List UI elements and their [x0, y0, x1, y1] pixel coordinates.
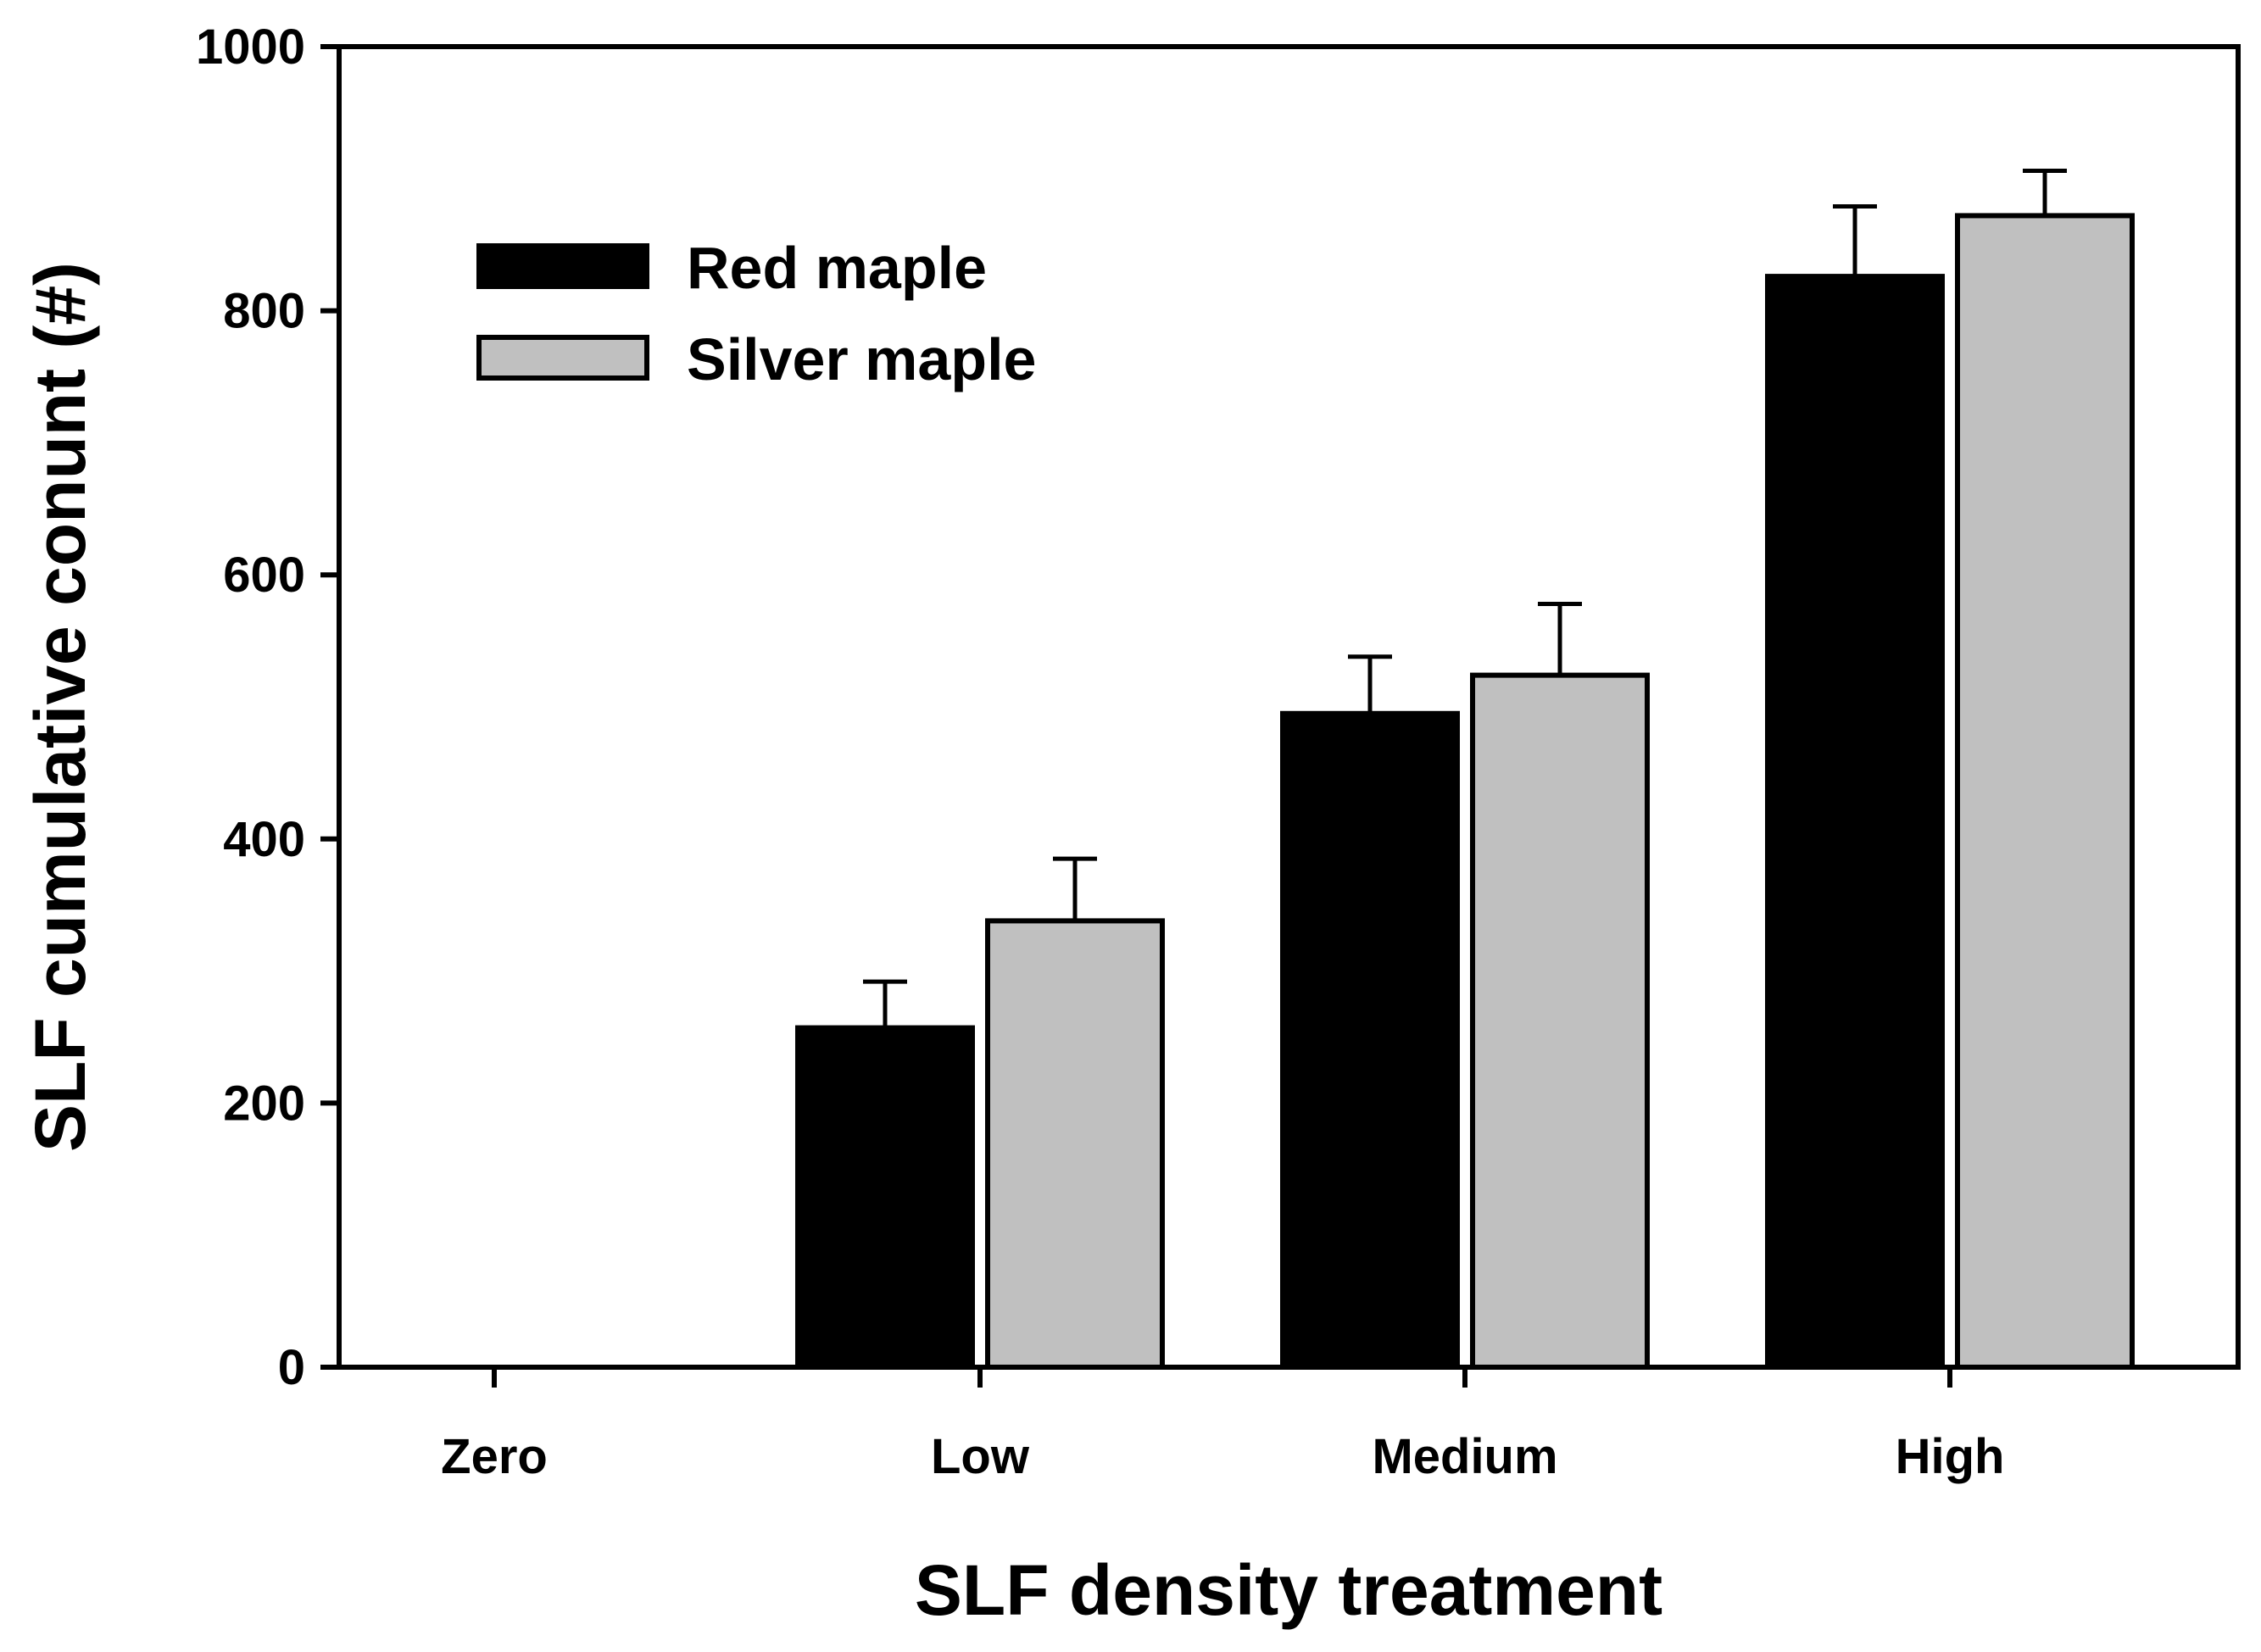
x-tick-label: Zero: [441, 1429, 548, 1484]
x-axis-title: SLF density treatment: [915, 1550, 1662, 1630]
legend-swatch-red-maple: [476, 243, 649, 289]
bars: [795, 168, 2135, 1371]
bar-silver-maple-high: [1955, 213, 2135, 1371]
y-axis: 0 200 400 600 800 1000: [196, 19, 339, 1395]
y-tick-label: 1000: [196, 19, 305, 75]
legend: Red maple Silver maple: [476, 235, 1036, 392]
y-tick-label: 800: [223, 284, 305, 339]
x-tick-label: High: [1896, 1429, 2005, 1484]
y-tick-label: 200: [223, 1076, 305, 1131]
bar-silver-maple-low: [985, 918, 1165, 1370]
x-tick-label: Medium: [1372, 1429, 1557, 1484]
bar-red-maple-high: [1765, 274, 1945, 1370]
y-axis-title: SLF cumulative conunt (#): [20, 262, 100, 1152]
y-tick-label: 400: [223, 812, 305, 867]
legend-swatch-silver-maple: [476, 335, 649, 381]
legend-label-red-maple: Red maple: [687, 235, 987, 301]
bar-red-maple-low: [795, 1025, 975, 1370]
y-tick-label: 600: [223, 548, 305, 603]
y-tick-label: 0: [278, 1340, 305, 1395]
legend-label-silver-maple: Silver maple: [687, 326, 1036, 392]
bar-red-maple-medium: [1280, 710, 1460, 1370]
bar-silver-maple-medium: [1470, 672, 1650, 1370]
x-axis: Zero Low Medium High: [441, 1367, 2004, 1484]
x-tick-label: Low: [931, 1429, 1030, 1484]
